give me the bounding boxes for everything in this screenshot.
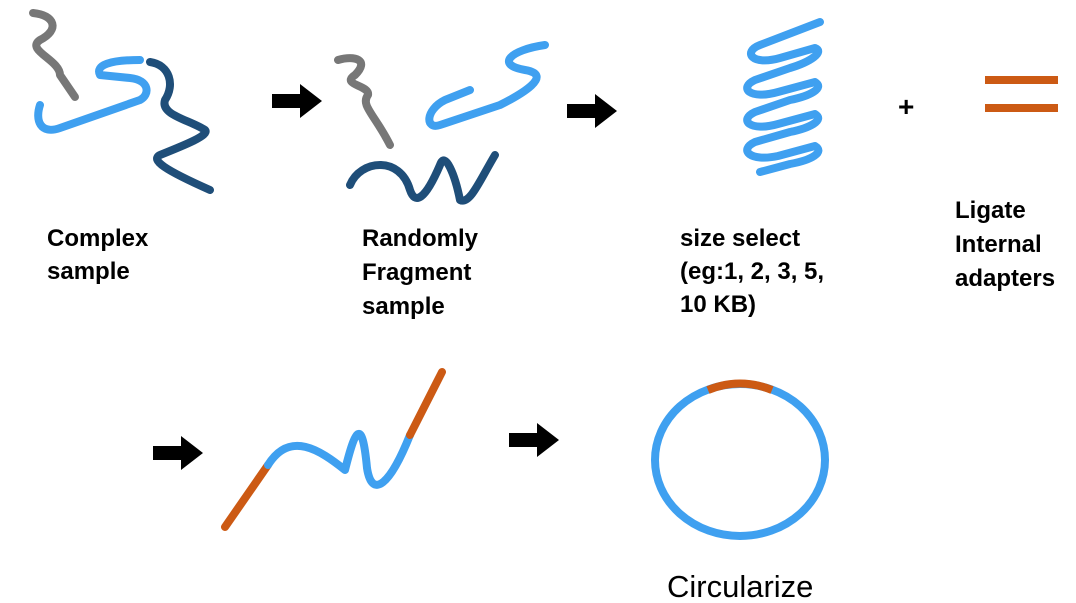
complex-sample-strands bbox=[33, 13, 210, 190]
step-label: sample bbox=[362, 293, 445, 320]
diagram: + Complex sample Randomly Fragment sample siz… bbox=[0, 0, 1076, 603]
step-label: Internal bbox=[955, 231, 1042, 258]
labels: Complex sample Randomly Fragment sample size … bbox=[47, 197, 1055, 320]
step-label: Randomly bbox=[362, 225, 479, 252]
operator: + bbox=[898, 91, 914, 122]
circularized-molecule bbox=[655, 384, 825, 537]
step-label: size select bbox=[680, 225, 800, 252]
step-label: Ligate bbox=[955, 197, 1026, 224]
fragment-strands bbox=[338, 45, 545, 201]
final-label: Circularize bbox=[667, 569, 813, 603]
arrow bbox=[567, 94, 617, 128]
arrow bbox=[153, 436, 203, 470]
size-selected-coil bbox=[747, 22, 820, 172]
step-label: adapters bbox=[955, 265, 1055, 292]
step-label: Fragment bbox=[362, 259, 471, 286]
step-label: (eg:1, 2, 3, 5, bbox=[680, 258, 824, 285]
arrow bbox=[509, 423, 559, 457]
arrow bbox=[272, 84, 322, 118]
step-label: Complex bbox=[47, 225, 149, 252]
ligated-fragment bbox=[225, 372, 442, 527]
step-label: sample bbox=[47, 258, 130, 285]
step-label: 10 KB) bbox=[680, 291, 756, 318]
adapters bbox=[985, 80, 1058, 108]
